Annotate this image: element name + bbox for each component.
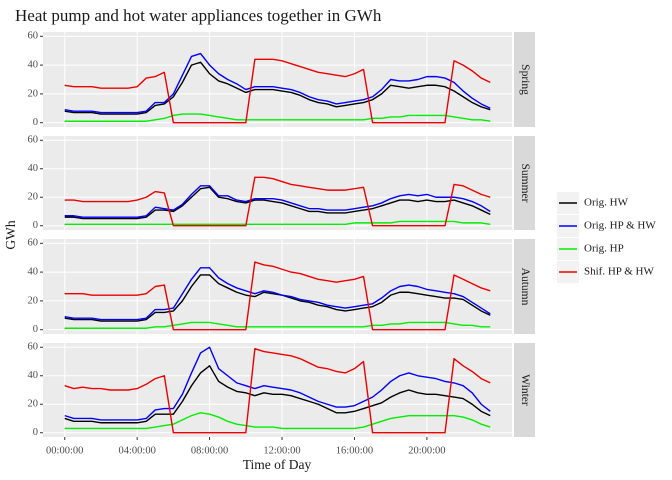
series-line (64, 365, 491, 424)
y-tick-label: 20 (28, 192, 39, 203)
y-tick-label: 60 (28, 135, 39, 146)
x-tick-label: 20:00:00 (408, 445, 445, 456)
series-line (64, 261, 491, 331)
legend-label: Orig. HP & HW (584, 220, 656, 232)
facet-strip (514, 136, 535, 230)
y-tick-label: 0 (33, 427, 38, 438)
series-line (64, 412, 491, 430)
y-tick-label: 40 (28, 163, 39, 174)
facet-label: Spring (519, 64, 531, 95)
series-line (64, 52, 491, 114)
series-line (64, 267, 491, 321)
series-line (64, 61, 491, 115)
y-tick-label: 60 (28, 342, 39, 353)
panel-background (43, 136, 512, 230)
legend-label: Orig. HP (584, 243, 624, 255)
y-tick-label: 20 (28, 295, 39, 306)
y-tick-label: 0 (33, 117, 38, 128)
series-line (64, 176, 491, 227)
facet-label: Summer (519, 164, 531, 203)
y-tick-label: 40 (28, 60, 39, 71)
legend-label: Orig. HW (584, 197, 629, 209)
chart-title: Heat pump and hot water appliances toget… (15, 6, 382, 25)
series-line (64, 186, 491, 220)
x-tick-label: 00:00:00 (46, 445, 83, 456)
y-tick-label: 60 (28, 31, 39, 42)
facet-label: Autumn (519, 268, 531, 306)
series-line (64, 58, 491, 124)
y-tick-label: 0 (33, 220, 38, 231)
panel-background (43, 32, 512, 127)
legend-label: Shif. HP & HW (584, 266, 654, 278)
facet-strip (514, 32, 535, 127)
y-tick-label: 0 (33, 324, 38, 335)
y-tick-label: 20 (28, 399, 39, 410)
series-line (64, 346, 491, 421)
facet-strip (514, 239, 535, 334)
series-line (64, 220, 491, 225)
series-line (64, 113, 491, 122)
x-axis-title: Time of Day (243, 457, 312, 472)
facet-label: Winter (519, 374, 531, 406)
y-tick-label: 60 (28, 238, 39, 249)
y-tick-label: 40 (28, 267, 39, 278)
y-axis-title: GWh (3, 220, 18, 249)
x-tick-label: 12:00:00 (263, 445, 300, 456)
x-tick-label: 04:00:00 (118, 445, 155, 456)
y-tick-label: 20 (28, 88, 39, 99)
panel-background (43, 239, 512, 334)
facet-strip (514, 343, 535, 437)
series-line (64, 348, 491, 434)
x-tick-label: 16:00:00 (336, 445, 373, 456)
series-line (64, 185, 491, 218)
x-tick-label: 08:00:00 (191, 445, 228, 456)
y-tick-label: 40 (28, 370, 39, 381)
series-line (64, 321, 491, 329)
